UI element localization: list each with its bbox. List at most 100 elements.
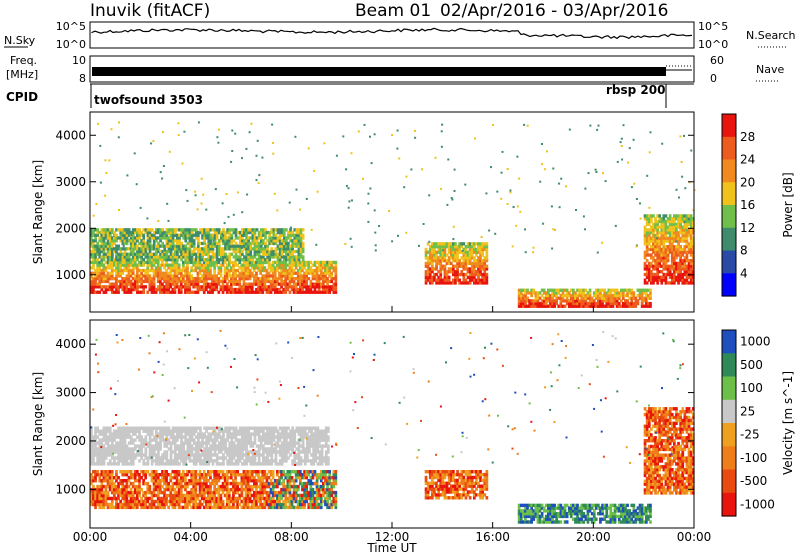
power-cell-1	[104, 244, 108, 248]
velocity-cell-0	[207, 487, 210, 492]
velocity-cell-0	[171, 496, 175, 501]
power-cell-1	[96, 241, 99, 246]
power-cell-0	[230, 290, 233, 294]
power-cell-1	[234, 258, 238, 262]
velocity-cell-0	[242, 481, 246, 486]
power-cell-1	[257, 236, 261, 240]
power-cell-1	[178, 236, 181, 240]
power-cell-3	[634, 301, 638, 306]
power-cell-4	[664, 214, 668, 218]
power-cell-0	[234, 268, 237, 273]
power-cell-1	[190, 239, 194, 243]
power-cell-1	[274, 252, 278, 256]
velocity-cell-0	[186, 496, 189, 501]
velocity-cell-0	[278, 496, 281, 501]
power-cell-4	[687, 264, 691, 268]
power-cell-3	[584, 304, 588, 308]
power-cell-4	[675, 236, 678, 240]
power-speck	[104, 194, 107, 197]
velocity-cell-0	[296, 493, 300, 498]
velocity-cell-0	[257, 476, 260, 480]
power-cell-0	[104, 274, 108, 278]
velocity-cell-0	[125, 499, 129, 504]
velocity-cell-0	[230, 473, 233, 477]
power-cell-0	[194, 282, 198, 286]
power-cell-3	[620, 291, 623, 295]
power-cell-1	[247, 258, 250, 262]
power-cell-0	[221, 290, 225, 294]
power-speck	[440, 130, 443, 133]
velocity-cell-0	[253, 496, 256, 501]
power-cell-3	[599, 288, 602, 292]
velocity-cell-0	[284, 493, 288, 498]
power-cell-4	[643, 239, 647, 243]
power-cell-2	[452, 245, 455, 249]
power-cell-1	[169, 255, 173, 259]
power-cell-1	[121, 233, 125, 237]
power-cell-0	[296, 287, 300, 292]
power-cell-1	[194, 236, 198, 240]
power-cell-1	[165, 236, 169, 240]
power-cell-1	[106, 244, 110, 248]
power-speck	[506, 203, 509, 205]
power-cell-1	[199, 255, 202, 259]
power-cell-1	[257, 244, 261, 248]
power-cell-1	[159, 244, 162, 248]
power-cell-4	[666, 228, 670, 232]
power-cell-1	[131, 241, 135, 246]
power-cell-1	[209, 239, 213, 243]
velocity-cell-0	[332, 473, 336, 477]
power-cell-1	[270, 236, 274, 240]
power-cell-1	[167, 230, 171, 235]
power-cell-0	[169, 285, 173, 289]
power-cell-0	[213, 279, 216, 284]
power-cell-2	[443, 275, 447, 279]
power-cell-0	[179, 274, 183, 278]
power-cell-1	[247, 247, 250, 251]
power-cell-1	[222, 255, 225, 259]
power-cell-1	[249, 258, 253, 262]
power-cell-4	[643, 267, 647, 271]
power-cell-2	[483, 275, 487, 279]
power-cell-4	[689, 217, 693, 221]
power-cell-0	[223, 285, 227, 289]
power-cell-2	[435, 264, 438, 268]
power-cell-3	[632, 301, 636, 306]
power-cell-0	[301, 260, 304, 265]
power-cell-0	[129, 287, 133, 292]
power-cell-1	[224, 230, 227, 235]
power-speck	[161, 177, 164, 180]
power-cell-1	[102, 236, 106, 240]
power-cell-0	[288, 266, 292, 270]
power-cell-1	[262, 247, 265, 251]
power-cell-2	[485, 278, 489, 282]
power-cell-0	[242, 277, 246, 281]
power-cell-1	[94, 239, 97, 243]
power-cell-0	[305, 279, 308, 284]
power-speck	[216, 136, 219, 139]
power-cell-0	[263, 287, 267, 292]
power-cell-4	[670, 217, 674, 221]
power-cell-1	[134, 230, 137, 235]
power-speck	[506, 168, 509, 170]
power-cell-3	[599, 304, 602, 308]
power-cell-0	[113, 282, 116, 286]
power-cell-2	[443, 270, 447, 274]
power-cell-4	[685, 281, 689, 285]
power-cell-2	[454, 278, 457, 282]
power-cell-0	[234, 287, 237, 292]
power-cell-1	[131, 228, 135, 232]
power-cell-0	[273, 271, 277, 275]
power-cell-0	[175, 279, 179, 284]
velocity-cell-0	[280, 502, 283, 507]
power-cell-0	[296, 260, 300, 265]
power-cell-1	[159, 236, 162, 240]
velocity-cell-0	[303, 493, 306, 498]
power-cell-4	[647, 272, 651, 277]
power-cell-3	[609, 291, 613, 295]
power-cell-3	[519, 304, 523, 308]
velocity-cell-0	[240, 490, 244, 495]
power-cell-0	[133, 277, 137, 281]
power-cell-0	[215, 277, 219, 281]
power-cell-2	[426, 250, 430, 254]
